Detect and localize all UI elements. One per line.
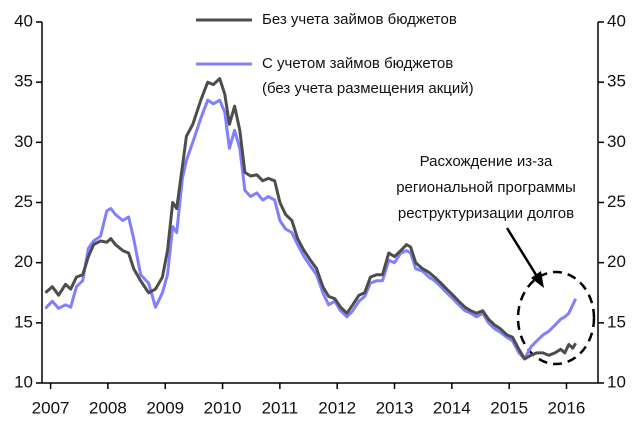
highlight-circle xyxy=(516,270,596,366)
series-line xyxy=(44,77,577,361)
y-tick-label: 40 xyxy=(14,11,33,30)
arrow-head xyxy=(531,271,544,288)
y2-tick-label: 40 xyxy=(607,11,626,30)
y-tick-label: 35 xyxy=(14,72,33,91)
legend-label: С учетом займов бюджетов xyxy=(262,55,453,72)
series-line xyxy=(44,98,577,361)
y-tick-label: 20 xyxy=(14,252,33,271)
legend-label: Без учета займов бюджетов xyxy=(262,11,457,28)
y2-tick-label: 20 xyxy=(607,252,626,271)
legend-label: (без учета размещения акций) xyxy=(262,80,474,97)
y2-tick-label: 35 xyxy=(607,72,626,91)
x-tick-label: 2007 xyxy=(32,398,70,417)
x-tick-label: 2012 xyxy=(318,398,356,417)
x-tick-label: 2011 xyxy=(262,398,299,417)
y2-tick-label: 15 xyxy=(607,312,626,331)
y-tick-label: 15 xyxy=(14,312,33,331)
x-tick-label: 2009 xyxy=(146,398,184,417)
y2-tick-label: 10 xyxy=(607,372,626,391)
x-tick-label: 2015 xyxy=(490,398,528,417)
y2-tick-label: 25 xyxy=(607,192,626,211)
x-tick-label: 2013 xyxy=(376,398,414,417)
x-tick-label: 2014 xyxy=(433,398,471,417)
y-tick-label: 10 xyxy=(14,372,33,391)
annotation: региональной программы xyxy=(396,179,576,196)
x-tick-label: 2016 xyxy=(548,398,586,417)
y-tick-label: 25 xyxy=(14,192,33,211)
annotation: реструктуризации долгов xyxy=(398,205,574,222)
x-tick-label: 2008 xyxy=(89,398,127,417)
y-tick-label: 30 xyxy=(14,132,33,151)
x-tick-label: 2010 xyxy=(204,398,242,417)
y2-tick-label: 30 xyxy=(607,132,626,151)
annotation: Расхождение из-за xyxy=(420,153,553,170)
arrow xyxy=(505,227,540,279)
